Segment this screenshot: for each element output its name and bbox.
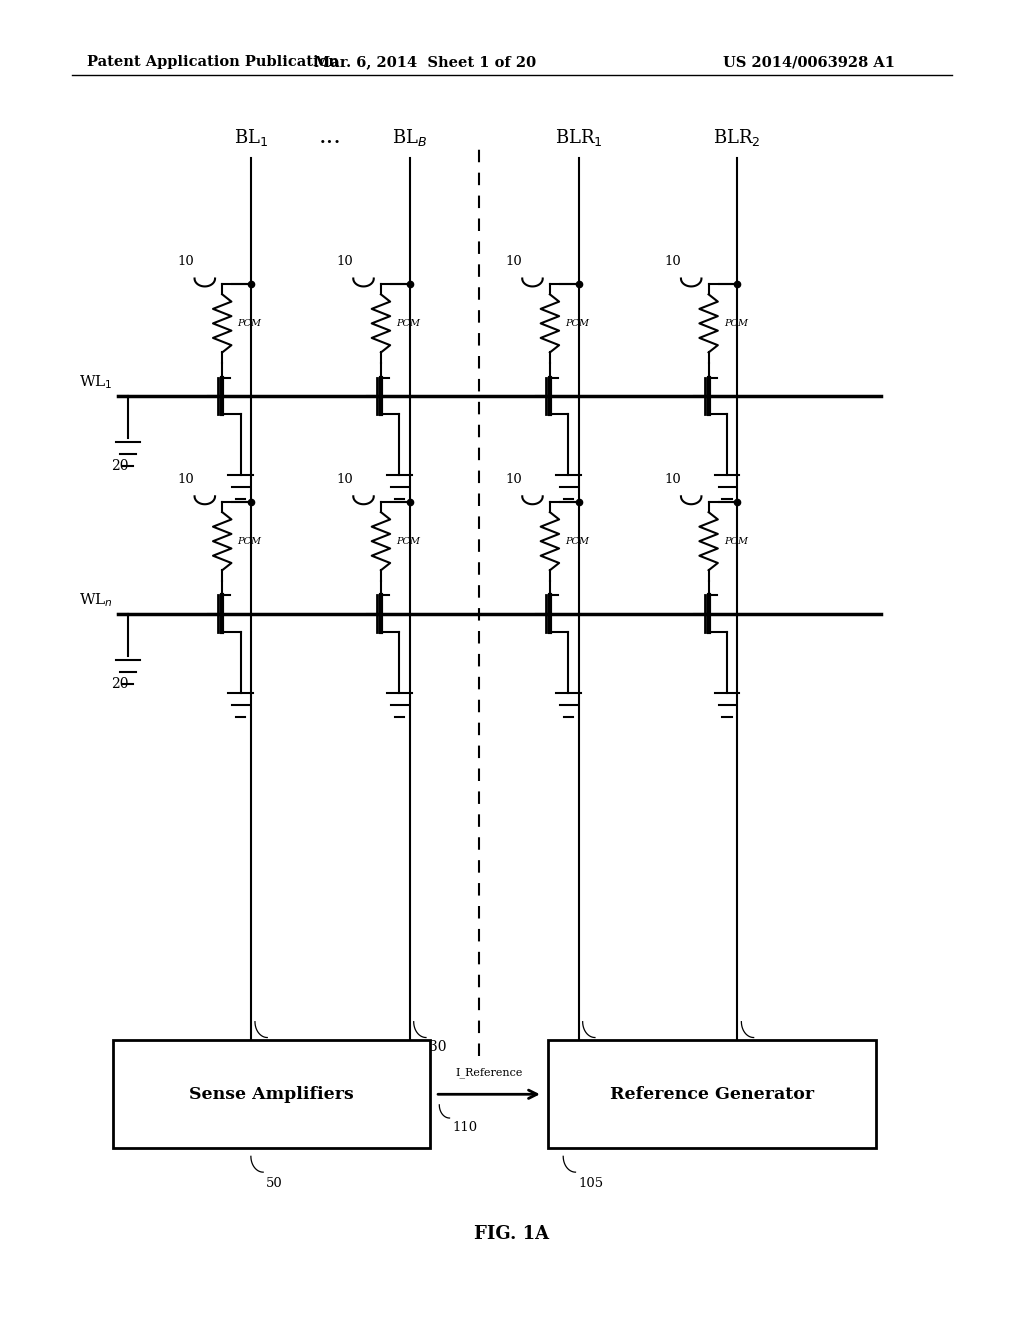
Text: Patent Application Publication: Patent Application Publication xyxy=(87,55,339,70)
Text: 30: 30 xyxy=(757,1040,774,1055)
Text: 50: 50 xyxy=(266,1177,283,1191)
Text: Reference Generator: Reference Generator xyxy=(609,1086,814,1102)
Text: BL$_1$: BL$_1$ xyxy=(233,127,268,148)
Text: 30: 30 xyxy=(598,1040,615,1055)
Bar xyxy=(113,1040,430,1148)
Text: 10: 10 xyxy=(506,255,522,268)
Text: ...: ... xyxy=(318,125,341,148)
Text: PCM: PCM xyxy=(724,537,748,545)
Text: 10: 10 xyxy=(178,255,195,268)
Text: WL$_n$: WL$_n$ xyxy=(79,591,113,609)
Text: 105: 105 xyxy=(579,1177,604,1191)
Text: BLR$_2$: BLR$_2$ xyxy=(714,127,761,148)
Text: PCM: PCM xyxy=(238,537,261,545)
Text: FIG. 1A: FIG. 1A xyxy=(474,1225,550,1243)
Text: I_Reference: I_Reference xyxy=(456,1068,522,1078)
Text: PCM: PCM xyxy=(724,319,748,327)
Text: 20: 20 xyxy=(111,677,129,692)
Text: Sense Amplifiers: Sense Amplifiers xyxy=(189,1086,353,1102)
Text: BLR$_1$: BLR$_1$ xyxy=(555,127,602,148)
Text: 10: 10 xyxy=(178,473,195,486)
Text: 10: 10 xyxy=(337,255,353,268)
Text: 20: 20 xyxy=(111,459,129,474)
Text: US 2014/0063928 A1: US 2014/0063928 A1 xyxy=(723,55,895,70)
Text: 10: 10 xyxy=(506,473,522,486)
Text: 10: 10 xyxy=(337,473,353,486)
Bar xyxy=(548,1040,876,1148)
Text: 110: 110 xyxy=(453,1121,478,1134)
Text: 10: 10 xyxy=(665,473,681,486)
Text: BL$_B$: BL$_B$ xyxy=(392,127,427,148)
Text: WL$_1$: WL$_1$ xyxy=(79,374,113,391)
Text: 30: 30 xyxy=(270,1040,288,1055)
Text: PCM: PCM xyxy=(396,537,420,545)
Text: PCM: PCM xyxy=(565,319,589,327)
Text: PCM: PCM xyxy=(565,537,589,545)
Text: PCM: PCM xyxy=(238,319,261,327)
Text: 10: 10 xyxy=(665,255,681,268)
Text: PCM: PCM xyxy=(396,319,420,327)
Text: 30: 30 xyxy=(429,1040,446,1055)
Text: Mar. 6, 2014  Sheet 1 of 20: Mar. 6, 2014 Sheet 1 of 20 xyxy=(314,55,536,70)
